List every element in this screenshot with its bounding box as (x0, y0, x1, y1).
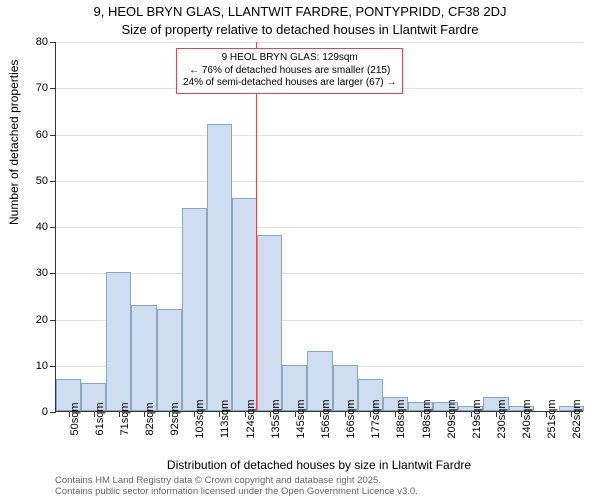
x-axis-label: Distribution of detached houses by size … (55, 458, 583, 472)
y-tick (50, 366, 56, 367)
x-tick-label: 219sqm (471, 399, 483, 438)
annotation-box: 9 HEOL BRYN GLAS: 129sqm ← 76% of detach… (176, 48, 403, 94)
y-tick (50, 273, 56, 274)
x-tick-label: 71sqm (119, 402, 131, 435)
y-tick (50, 135, 56, 136)
x-tick-label: 198sqm (421, 399, 433, 438)
y-tick-label: 10 (36, 360, 48, 372)
gridline (56, 273, 583, 274)
gridline (56, 227, 583, 228)
y-tick-label: 80 (36, 36, 48, 48)
x-tick-label: 124sqm (245, 399, 257, 438)
chart-footer: Contains HM Land Registry data © Crown c… (55, 476, 418, 498)
gridline (56, 42, 583, 43)
histogram-bar (131, 305, 156, 411)
x-tick-label: 156sqm (320, 399, 332, 438)
histogram-bar (182, 208, 207, 412)
x-tick-label: 177sqm (370, 399, 382, 438)
y-tick (50, 88, 56, 89)
histogram-bar (157, 309, 182, 411)
x-tick-label: 82sqm (144, 402, 156, 435)
x-tick-label: 113sqm (219, 400, 231, 438)
reference-line (256, 42, 257, 411)
x-tick-label: 262sqm (571, 399, 583, 438)
y-tick-label: 20 (36, 314, 48, 326)
histogram-bar (207, 124, 232, 411)
gridline (56, 181, 583, 182)
x-tick-label: 135sqm (270, 399, 282, 438)
chart-title: 9, HEOL BRYN GLAS, LLANTWIT FARDRE, PONT… (0, 4, 600, 19)
property-size-chart: 9, HEOL BRYN GLAS, LLANTWIT FARDRE, PONT… (0, 0, 600, 500)
y-tick-label: 0 (42, 406, 48, 418)
x-tick-label: 92sqm (169, 402, 181, 435)
y-tick-label: 40 (36, 221, 48, 233)
x-tick-label: 240sqm (521, 399, 533, 438)
histogram-bar (257, 235, 282, 411)
y-tick-label: 50 (36, 175, 48, 187)
histogram-bar (232, 198, 257, 411)
y-tick (50, 227, 56, 228)
histogram-bar (106, 272, 131, 411)
y-axis-label: Number of detached properties (7, 60, 21, 225)
x-tick-label: 166sqm (345, 399, 357, 438)
x-tick-label: 209sqm (446, 399, 458, 438)
gridline (56, 135, 583, 136)
annotation-line-2: ← 76% of detached houses are smaller (21… (183, 65, 396, 78)
x-tick-label: 251sqm (546, 399, 558, 438)
y-tick (50, 412, 56, 413)
annotation-line-3: 24% of semi-detached houses are larger (… (183, 77, 396, 90)
y-tick (50, 320, 56, 321)
x-tick-label: 188sqm (395, 399, 407, 438)
x-tick-label: 61sqm (94, 402, 106, 435)
y-tick (50, 181, 56, 182)
y-tick-label: 60 (36, 129, 48, 141)
y-tick-label: 70 (36, 82, 48, 94)
x-tick-label: 50sqm (69, 402, 81, 435)
footer-line-2: Contains public sector information licen… (55, 487, 418, 498)
x-tick-label: 145sqm (295, 399, 307, 438)
chart-subtitle: Size of property relative to detached ho… (0, 22, 600, 37)
y-tick-label: 30 (36, 267, 48, 279)
plot-area: 0102030405060708050sqm61sqm71sqm82sqm92s… (55, 42, 583, 412)
y-tick (50, 42, 56, 43)
x-tick-label: 230sqm (496, 399, 508, 438)
x-tick-label: 103sqm (194, 399, 206, 438)
annotation-line-1: 9 HEOL BRYN GLAS: 129sqm (183, 52, 396, 65)
